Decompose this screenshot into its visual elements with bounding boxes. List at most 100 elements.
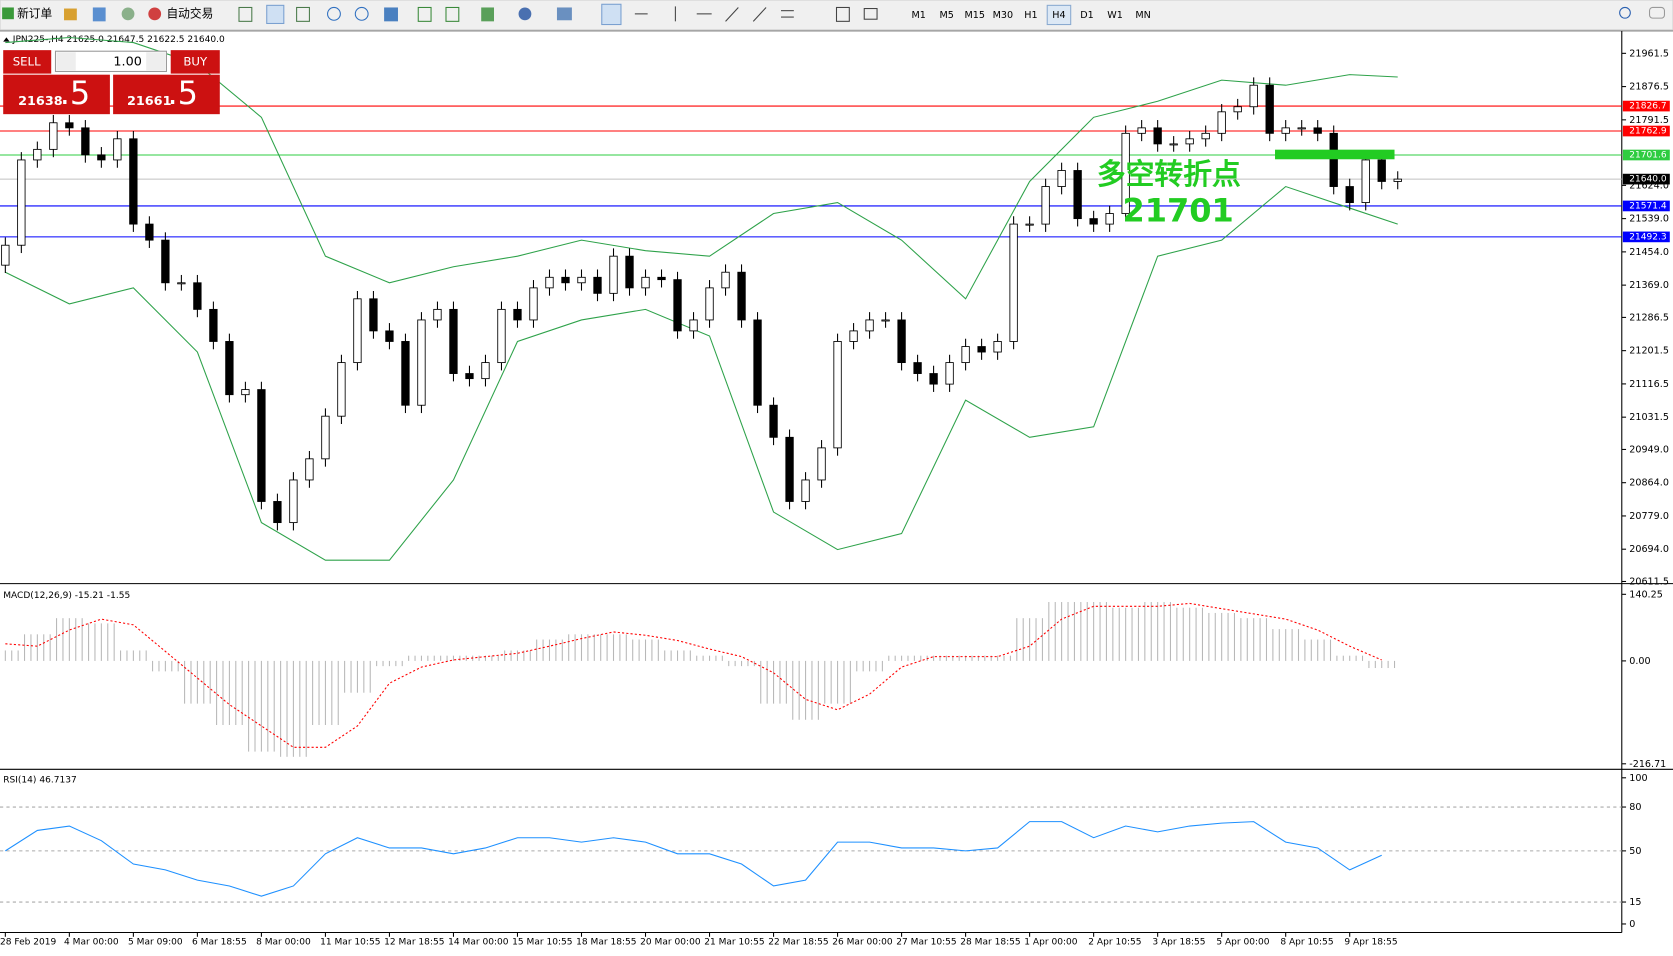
- candle-body: [609, 255, 618, 294]
- timeframe-button[interactable]: M5: [940, 10, 954, 21]
- icon[interactable]: [601, 3, 622, 26]
- timeframe-button[interactable]: W1: [1107, 10, 1123, 21]
- icon[interactable]: [354, 6, 369, 21]
- candle-body: [929, 373, 938, 385]
- icon[interactable]: [725, 7, 739, 22]
- candle-body: [97, 154, 106, 161]
- candle-body: [513, 308, 522, 321]
- candle-body: [817, 447, 826, 481]
- y-tick-label: 50: [1629, 846, 1641, 857]
- candle-body: [1009, 223, 1018, 342]
- x-tick-label: 8 Apr 10:55: [1280, 938, 1333, 948]
- x-tick-label: 5 Apr 00:00: [1216, 938, 1269, 948]
- lot-value[interactable]: 1.00: [113, 54, 142, 69]
- candle-body: [353, 298, 362, 364]
- candle-body: [145, 223, 154, 241]
- candle-body: [1041, 186, 1050, 225]
- level-label: 21826.7: [1629, 102, 1666, 112]
- buy-button[interactable]: [170, 50, 220, 74]
- y-tick-label: 21031.5: [1629, 412, 1669, 423]
- sell-price-box[interactable]: [3, 74, 110, 115]
- candle-body: [577, 276, 586, 284]
- new-order-button[interactable]: 新订单: [2, 6, 53, 20]
- new-order-label[interactable]: 新订单: [17, 6, 52, 20]
- candle-body: [1185, 138, 1194, 145]
- icon[interactable]: [863, 8, 878, 20]
- buy-price-box[interactable]: [113, 74, 220, 115]
- x-tick-label: 4 Mar 00:00: [64, 938, 119, 948]
- x-tick-label: 3 Apr 18:55: [1152, 938, 1205, 948]
- y-tick-label: 20949.0: [1629, 444, 1669, 455]
- y-tick-label: 21539.0: [1629, 214, 1669, 225]
- candle-body: [1329, 132, 1338, 187]
- icon[interactable]: [238, 6, 253, 22]
- candle-body: [545, 276, 554, 289]
- search-icon[interactable]: [1619, 6, 1631, 19]
- icon[interactable]: [835, 6, 850, 22]
- timeframe-button[interactable]: MN: [1135, 10, 1150, 21]
- lot-up[interactable]: [146, 52, 166, 71]
- candle-body: [1313, 127, 1322, 134]
- candle-body: [641, 276, 650, 289]
- icon[interactable]: [417, 6, 432, 22]
- timeframe-button[interactable]: D1: [1080, 10, 1094, 21]
- x-tick-label: 28 Feb 2019: [0, 938, 57, 948]
- candle-body: [561, 276, 570, 284]
- x-tick-label: 21 Mar 10:55: [704, 938, 764, 948]
- annotation: 21701: [1122, 191, 1233, 229]
- candle-body: [865, 319, 874, 332]
- icon[interactable]: [556, 7, 572, 21]
- chat-icon[interactable]: [1648, 6, 1665, 19]
- level-label: 21571.4: [1629, 201, 1667, 211]
- auto-trading-button[interactable]: 自动交易: [148, 6, 213, 20]
- sell-button[interactable]: [3, 50, 52, 74]
- icon[interactable]: [481, 7, 495, 22]
- timeframe-button[interactable]: M1: [911, 10, 925, 21]
- icon[interactable]: [327, 6, 341, 21]
- icon[interactable]: [296, 6, 310, 22]
- candle-body: [657, 276, 666, 281]
- tool-icons[interactable]: [238, 3, 1665, 26]
- candle-body: [1297, 127, 1306, 130]
- y-tick-label: 21286.5: [1629, 312, 1669, 323]
- y-tick-label: 21791.5: [1629, 115, 1669, 126]
- icon: [148, 7, 162, 21]
- icon: [2, 7, 14, 20]
- y-tick-label: 140.25: [1629, 589, 1663, 600]
- candle-body: [721, 271, 730, 289]
- candle-body: [625, 255, 634, 289]
- candle-body: [65, 122, 74, 129]
- icon[interactable]: [752, 7, 767, 22]
- auto-trading-label[interactable]: 自动交易: [166, 6, 213, 20]
- candle-body: [1137, 127, 1146, 134]
- y-tick-label: 20611.5: [1629, 576, 1669, 587]
- sell-price: 21638: [18, 94, 63, 109]
- icon[interactable]: [266, 4, 285, 25]
- candle-body: [1057, 170, 1066, 187]
- candle-body: [1393, 178, 1402, 182]
- candle-body: [305, 458, 314, 481]
- sell-label[interactable]: SELL: [13, 54, 41, 68]
- icon[interactable]: [445, 6, 460, 22]
- buy-label[interactable]: BUY: [183, 54, 208, 68]
- timeframe-button[interactable]: M30: [993, 10, 1014, 21]
- candle-body: [913, 362, 922, 374]
- icon[interactable]: [518, 7, 532, 21]
- timeframe-button[interactable]: M15: [965, 10, 986, 21]
- lot-down[interactable]: [56, 52, 76, 71]
- icon[interactable]: [384, 7, 398, 22]
- active-timeframe: [1046, 4, 1072, 26]
- icon[interactable]: [92, 7, 106, 22]
- x-tick-label: 2 Apr 10:55: [1088, 938, 1141, 948]
- x-tick-label: 27 Mar 10:55: [896, 938, 956, 948]
- icon[interactable]: [121, 7, 135, 21]
- timeframe-button[interactable]: H1: [1024, 10, 1037, 21]
- timeframe-button[interactable]: H4: [1052, 10, 1065, 21]
- lot-input[interactable]: [54, 50, 167, 73]
- x-tick-label: 9 Apr 18:55: [1344, 938, 1397, 948]
- candle-body: [1025, 223, 1034, 226]
- level-label: 21492.3: [1629, 232, 1667, 242]
- candle-body: [1281, 127, 1290, 134]
- icon[interactable]: [64, 8, 77, 21]
- indicator-title: MACD(12,26,9) -15.21 -1.55: [3, 591, 130, 601]
